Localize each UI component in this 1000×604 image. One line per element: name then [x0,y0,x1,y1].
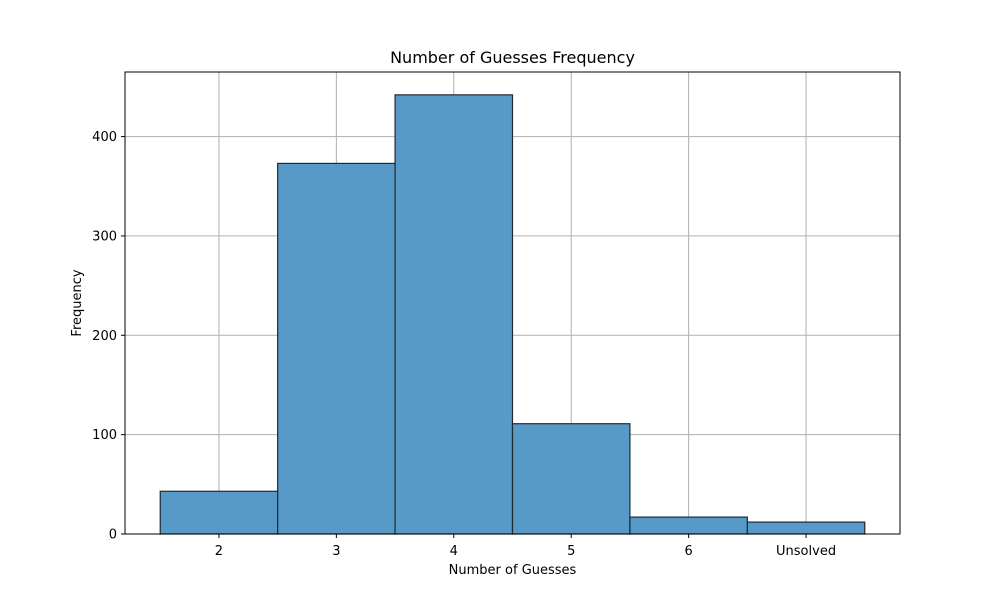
y-tick-label: 200 [92,329,117,344]
bar-3 [277,162,396,535]
bars [159,94,866,535]
x-tick-label: 6 [684,544,692,559]
x-tick-label: Unsolved [776,544,836,559]
bar-5 [511,423,631,535]
x-axis-label: Number of Guesses [449,563,577,578]
bar-unsolved [746,521,866,535]
x-tick-label: 4 [450,544,458,559]
x-tick-label: 5 [567,544,575,559]
plot-frame [124,71,901,535]
x-ticks: 2 3 4 5 6 Unsolved [215,534,836,559]
x-tick-label: 3 [332,544,340,559]
y-tick-label: 400 [92,130,117,145]
y-ticks: 0 100 200 300 400 [92,130,125,543]
bar-6 [629,516,748,535]
y-tick-label: 300 [92,229,117,244]
bar-2 [159,490,279,535]
y-tick-label: 100 [92,428,117,443]
chart-title: Number of Guesses Frequency [390,48,635,67]
x-tick-label: 2 [215,544,223,559]
bar-4 [394,94,514,535]
y-tick-label: 0 [109,528,117,543]
y-axis-label: Frequency [70,269,85,336]
